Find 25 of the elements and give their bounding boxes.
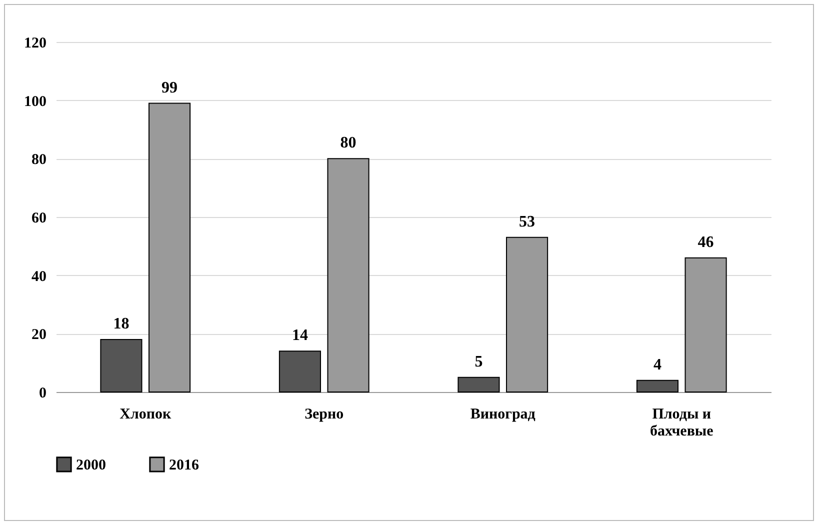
y-tick-label: 60 [32, 210, 46, 226]
x-tick-label: Зерно [304, 406, 344, 422]
bar [100, 339, 142, 392]
y-tick-label: 40 [32, 268, 46, 285]
data-label: 4 [653, 356, 662, 374]
data-label: 80 [340, 134, 356, 152]
bar [636, 380, 678, 392]
data-label: 18 [113, 316, 130, 332]
x-tick-label: Плоды и бахчевые [650, 406, 714, 440]
data-label: 14 [292, 327, 308, 344]
y-tick-label: 100 [24, 94, 46, 110]
data-label: 46 [698, 234, 714, 251]
y-tick-label: 0 [39, 386, 46, 402]
bar [458, 376, 500, 392]
y-tick-label: 120 [24, 36, 46, 52]
legend-label: 2016 [169, 457, 200, 474]
data-label: 53 [519, 213, 536, 230]
legend-label: 2000 [76, 457, 106, 474]
data-label: 5 [474, 353, 483, 370]
bar [278, 350, 321, 392]
data-label: 99 [162, 79, 178, 96]
y-tick-label: 80 [32, 152, 46, 168]
x-tick-label: Хлопок [120, 406, 172, 422]
y-tick-label: 20 [32, 327, 46, 344]
x-tick-label: Виноград [470, 406, 536, 422]
